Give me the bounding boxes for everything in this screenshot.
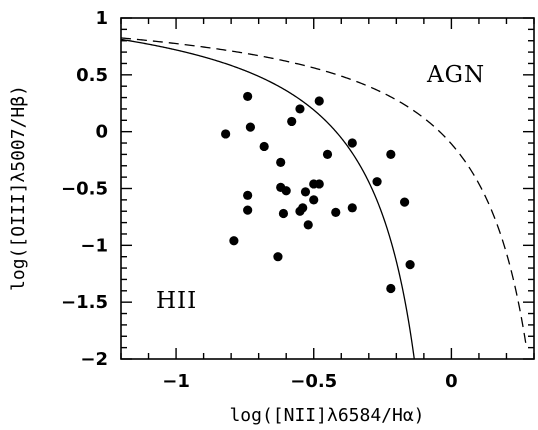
data-point	[347, 138, 357, 148]
data-point	[347, 203, 357, 213]
x-tick-label: 0	[445, 371, 458, 392]
y-tick-label: 1	[95, 8, 108, 29]
data-point	[314, 179, 324, 189]
data-point	[281, 186, 291, 196]
hii-region-label: HII	[156, 288, 197, 314]
data-point	[243, 190, 253, 200]
y-axis-label: log([OIII]λ5007/Hβ)	[8, 85, 29, 291]
data-point	[287, 116, 297, 127]
data-point	[399, 197, 410, 207]
x-tick-label: −1	[162, 371, 190, 392]
data-point	[276, 157, 286, 167]
agn-region-label: AGN	[426, 62, 485, 88]
data-point	[405, 260, 415, 270]
data-point	[322, 149, 333, 159]
y-tick-label: 0.5	[76, 65, 108, 86]
data-point	[245, 122, 256, 132]
kewley-curve	[121, 37, 527, 344]
data-point	[295, 104, 305, 114]
kauffmann-curve	[121, 38, 415, 359]
data-point	[259, 141, 269, 152]
y-tick-label: 0	[95, 122, 108, 143]
y-tick-label: −2	[80, 349, 108, 370]
y-tick-label: −1.5	[61, 292, 108, 313]
data-point	[243, 205, 253, 215]
data-point	[314, 96, 324, 106]
data-point	[309, 195, 319, 205]
data-point	[243, 91, 253, 102]
x-tick-label: −0.5	[290, 371, 337, 392]
data-point	[386, 283, 396, 294]
x-axis-label: log([NII]λ6584/Hα)	[229, 405, 424, 426]
data-point	[303, 220, 313, 230]
data-point	[300, 187, 311, 197]
data-point	[386, 149, 396, 159]
data-point	[298, 203, 308, 213]
data-point	[273, 252, 283, 262]
data-point	[229, 236, 239, 246]
y-tick-label: −1	[80, 235, 108, 256]
data-point	[331, 207, 341, 217]
data-point	[372, 177, 382, 187]
data-point	[221, 129, 231, 139]
data-point	[278, 208, 289, 219]
y-tick-label: −0.5	[61, 179, 108, 200]
